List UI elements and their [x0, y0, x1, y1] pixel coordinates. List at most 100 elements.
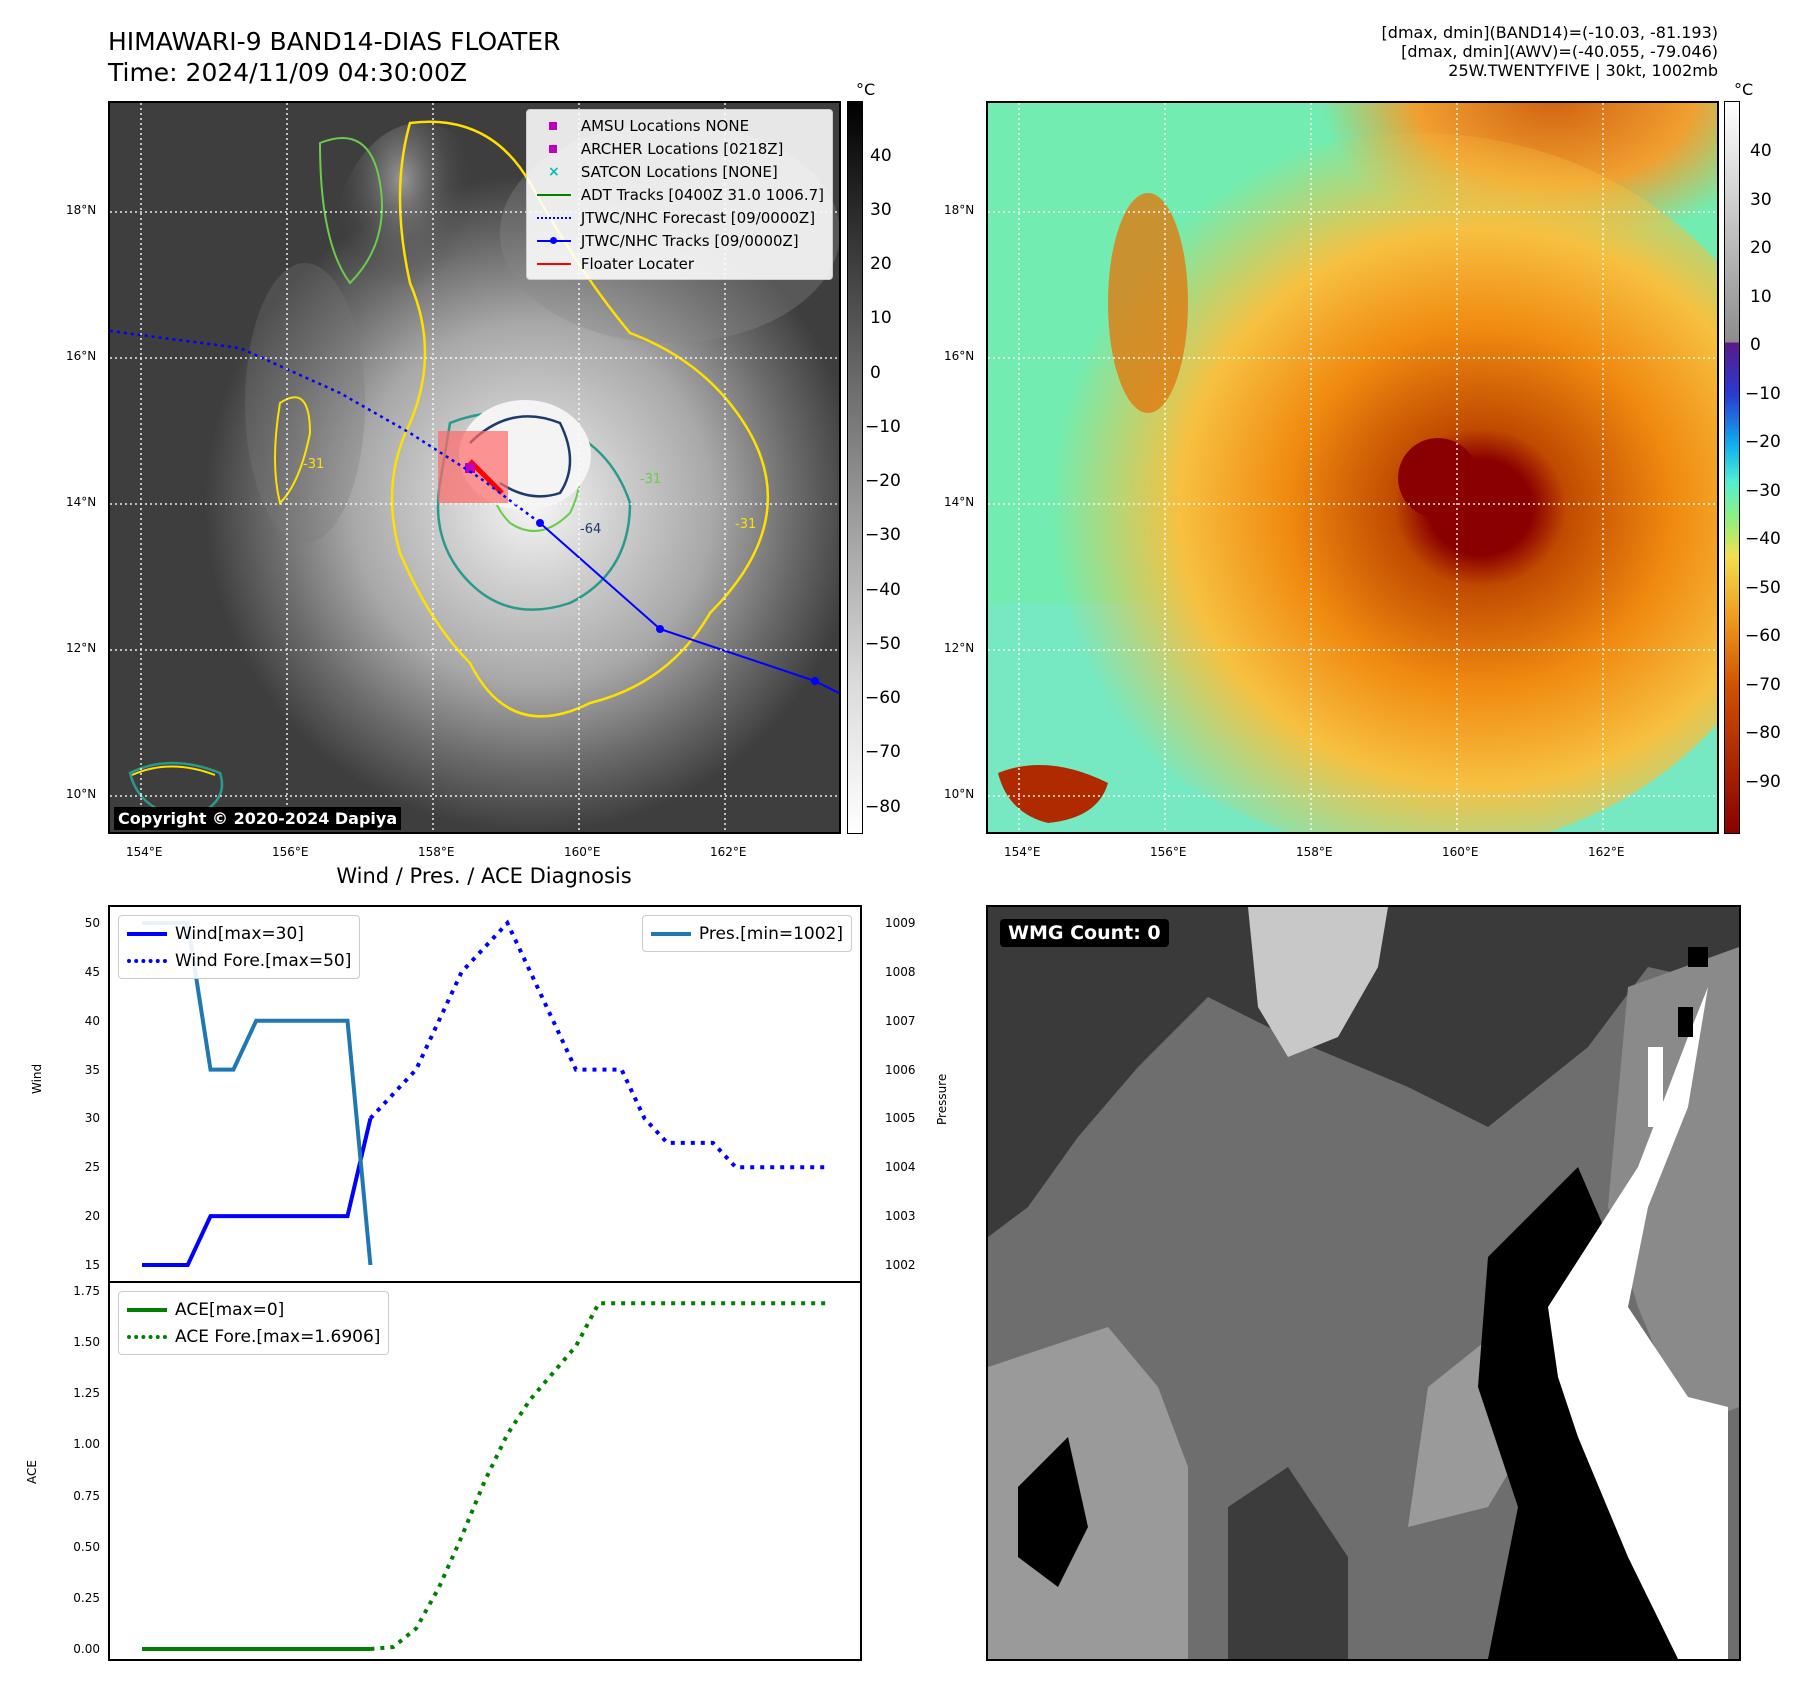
cb-tick: −50: [1745, 578, 1781, 598]
legend-line-icon: [127, 931, 167, 936]
pressure-tick: 1008: [885, 964, 916, 979]
cb-tick: 20: [1750, 238, 1772, 258]
legend-jtwc-tracks: JTWC/NHC Tracks [09/0000Z]: [535, 229, 824, 252]
legend-wind: Wind[max=30]: [127, 920, 351, 947]
legend-label: JTWC/NHC Forecast [09/0000Z]: [580, 208, 816, 227]
contour-label-31b: -31: [735, 517, 756, 532]
title-line-1: HIMAWARI-9 BAND14-DIAS FLOATER: [108, 27, 561, 56]
awv-map-image: [988, 103, 1717, 832]
pressure-tick: 1007: [885, 1013, 916, 1028]
legend-label: Wind[max=30]: [175, 923, 304, 944]
ace-series-line-1: [370, 1301, 828, 1651]
legend-line-icon: [535, 188, 573, 202]
wmg-panel[interactable]: WMG Count: 0: [986, 905, 1741, 1661]
ace-tick: 1.75: [73, 1284, 100, 1298]
legend-dotted-line-icon: [127, 1334, 167, 1339]
legend-satcon: × SATCON Locations [NONE]: [535, 160, 824, 183]
legend-label: ARCHER Locations [0218Z]: [580, 139, 784, 158]
cb-tick: −30: [1745, 481, 1781, 501]
lat-tick: 12°N: [944, 641, 975, 655]
legend-wind-forecast: Wind Fore.[max=50]: [127, 947, 351, 974]
wind-tick: 50: [84, 916, 100, 930]
wind-legend: Wind[max=30] Wind Fore.[max=50]: [118, 915, 361, 979]
pressure-legend: Pres.[min=1002]: [641, 915, 852, 952]
legend-dotted-line-icon: [127, 958, 167, 963]
ace-tick: 1.25: [73, 1386, 100, 1401]
legend-pressure: Pres.[min=1002]: [650, 920, 843, 947]
ace-plot: [142, 1301, 828, 1651]
wind-y-label: Wind: [30, 1063, 44, 1094]
info-line-1: [dmax, dmin](BAND14)=(-10.03, -81.193): [1381, 23, 1718, 42]
cb-tick: −80: [865, 797, 901, 817]
wind-tick: 20: [84, 1209, 100, 1224]
lon-tick: 160°E: [1442, 845, 1479, 859]
ace-y-label: ACE: [25, 1460, 39, 1484]
cb-tick: 30: [870, 200, 892, 220]
pressure-tick: 1002: [885, 1258, 916, 1272]
cb-tick: −60: [1745, 626, 1781, 646]
legend-adt: ADT Tracks [0400Z 31.0 1006.7]: [535, 183, 824, 206]
wind-tick: 15: [84, 1258, 100, 1272]
cb-tick: 10: [870, 308, 892, 328]
legend-amsu: AMSU Locations NONE: [535, 114, 824, 137]
ir-legend: AMSU Locations NONE ARCHER Locations [02…: [525, 109, 833, 280]
awv-colorbar: [1724, 101, 1740, 834]
wind-tick: 35: [84, 1062, 100, 1077]
legend-label: ACE[max=0]: [175, 1299, 285, 1320]
info-line-2: [dmax, dmin](AWV)=(-40.055, -79.046): [1401, 42, 1718, 61]
wind-tick: 25: [84, 1160, 100, 1175]
ir-map-panel[interactable]: -64 -31 -31 -31 AMSU Locations NONE ARCH…: [108, 101, 841, 834]
pressure-y-label: Pressure: [935, 1073, 949, 1125]
legend-label: JTWC/NHC Tracks [09/0000Z]: [580, 231, 799, 250]
diagnosis-title: Wind / Pres. / ACE Diagnosis: [336, 864, 632, 888]
legend-label: Floater Locater: [580, 254, 695, 273]
ace-tick: 0.50: [73, 1539, 100, 1554]
pressure-tick: 1004: [885, 1160, 916, 1175]
lon-tick: 162°E: [1588, 845, 1625, 859]
cb-tick: 10: [1750, 287, 1772, 307]
legend-square-marker-icon: [535, 142, 573, 156]
cb-tick: −20: [1745, 432, 1781, 452]
cb-tick: −80: [1745, 723, 1781, 743]
legend-line-icon: [127, 1307, 167, 1312]
title-line-2: Time: 2024/11/09 04:30:00Z: [108, 58, 467, 87]
cb-tick: 20: [870, 254, 892, 274]
legend-label: SATCON Locations [NONE]: [580, 162, 778, 181]
cb-tick: 40: [1750, 141, 1772, 161]
contour-label-31c: -31: [303, 457, 324, 472]
cb-tick: 0: [870, 363, 881, 383]
awv-map-panel[interactable]: [986, 101, 1719, 834]
cb-tick: −30: [865, 525, 901, 545]
ace-tick: 1.00: [73, 1437, 100, 1452]
ace-legend: ACE[max=0] ACE Fore.[max=1.6906]: [118, 1291, 390, 1355]
ace-tick: 0.25: [73, 1590, 100, 1605]
legend-x-marker-icon: ×: [547, 163, 560, 180]
legend-line-dot-icon: [535, 234, 573, 248]
legend-label: AMSU Locations NONE: [580, 116, 750, 135]
pressure-tick: 1009: [885, 916, 916, 930]
copyright-badge: Copyright © 2020-2024 Dapiya: [114, 807, 402, 830]
figure-title: HIMAWARI-9 BAND14-DIAS FLOATER Time: 202…: [108, 26, 560, 88]
lat-tick: 16°N: [944, 349, 975, 363]
lon-tick: 158°E: [418, 845, 455, 859]
cb-tick: −70: [865, 742, 901, 762]
wind-tick: 45: [84, 964, 100, 979]
storm-info: [dmax, dmin](BAND14)=(-10.03, -81.193) […: [1382, 23, 1718, 80]
legend-jtwc-forecast: JTWC/NHC Forecast [09/0000Z]: [535, 206, 824, 229]
lat-tick: 14°N: [944, 495, 975, 509]
cb-tick: −50: [865, 634, 901, 654]
lat-tick: 18°N: [944, 203, 975, 217]
legend-label: ADT Tracks [0400Z 31.0 1006.7]: [580, 185, 824, 204]
lat-tick: 10°N: [66, 787, 97, 801]
cb-tick: −40: [1745, 529, 1781, 549]
wind-tick: 40: [84, 1013, 100, 1028]
lon-tick: 158°E: [1296, 845, 1333, 859]
series-line-0: [142, 1117, 373, 1267]
wind-tick: 30: [84, 1111, 100, 1126]
lat-tick: 12°N: [66, 641, 97, 655]
legend-line-icon: [650, 931, 691, 936]
wmg-count-badge: WMG Count: 0: [1000, 919, 1169, 947]
info-line-3: 25W.TWENTYFIVE | 30kt, 1002mb: [1448, 61, 1718, 80]
legend-label: Pres.[min=1002]: [698, 923, 843, 944]
cb-tick: 30: [1750, 190, 1772, 210]
